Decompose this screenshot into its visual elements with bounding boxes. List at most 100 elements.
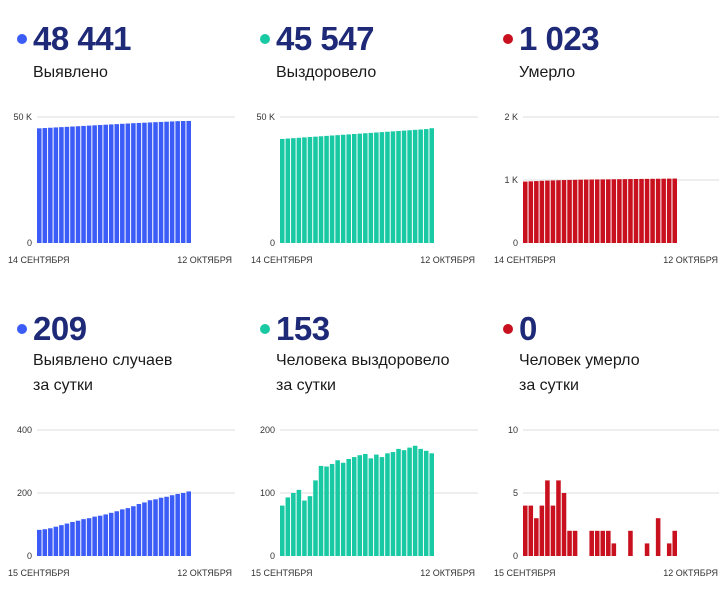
bar	[318, 136, 324, 243]
bar	[340, 462, 346, 556]
bar	[418, 448, 423, 556]
bar	[578, 179, 583, 243]
confirmed-total-chart: 0 50 K 14 СЕНТЯБРЯ 12 ОКТЯБРЯ	[8, 112, 235, 265]
panel-recovered-daily: 153 Человека выздоровело за сутки 0 100 20…	[243, 296, 478, 586]
x-end-label: 12 ОКТЯБРЯ	[177, 255, 232, 265]
bar	[583, 179, 589, 243]
deaths-daily-value: 0	[519, 310, 537, 347]
bar	[550, 505, 556, 556]
legend-dot-icon	[503, 34, 513, 44]
bar	[329, 464, 335, 556]
bar	[534, 181, 539, 243]
bar	[528, 505, 534, 556]
bar	[186, 491, 191, 556]
bar	[186, 120, 191, 243]
bar	[390, 452, 396, 556]
bar	[379, 132, 385, 243]
x-end-label: 12 ОКТЯБРЯ	[420, 568, 475, 578]
deaths-daily-label-line2: за сутки	[519, 377, 579, 394]
bar	[351, 457, 357, 556]
legend-dot-icon	[17, 324, 27, 334]
bar	[125, 508, 131, 556]
y-tick-label: 0	[513, 551, 518, 561]
bar	[175, 121, 180, 243]
bar	[103, 514, 108, 556]
bar	[351, 134, 357, 243]
bar	[600, 179, 606, 243]
deaths-daily-label-line1: Человек умерло	[519, 352, 640, 369]
bar	[180, 493, 186, 556]
recovered-daily-label-line2: за сутки	[276, 377, 336, 394]
bar	[307, 496, 313, 556]
panel-confirmed-daily: 209 Выявлено случаев за сутки 0 200 400 15 …	[0, 296, 235, 586]
bar	[48, 528, 53, 556]
bar	[600, 530, 606, 556]
bar	[136, 504, 142, 556]
bar	[153, 499, 158, 556]
bar	[313, 480, 318, 556]
confirmed-daily-chart: 0 200 400 15 СЕНТЯБРЯ 12 ОКТЯБРЯ	[8, 425, 235, 578]
bar	[48, 127, 53, 243]
bar	[572, 530, 578, 556]
bar	[142, 502, 147, 556]
bar	[75, 520, 81, 556]
bar	[97, 515, 103, 556]
x-end-label: 12 ОКТЯБРЯ	[663, 568, 718, 578]
bar	[374, 132, 379, 243]
bar	[363, 453, 368, 556]
x-start-label: 14 СЕНТЯБРЯ	[251, 255, 313, 265]
bar	[280, 138, 285, 243]
bar	[335, 135, 340, 243]
confirmed-total-label: Выявлено	[33, 64, 108, 81]
bar	[42, 128, 48, 243]
bar	[418, 129, 423, 243]
y-tick-label: 400	[17, 425, 32, 435]
bar	[37, 529, 42, 556]
bar	[545, 480, 550, 556]
bar	[92, 125, 97, 243]
recovered-total-chart: 0 50 K 14 СЕНТЯБРЯ 12 ОКТЯБРЯ	[251, 112, 478, 265]
x-end-label: 12 ОКТЯБРЯ	[663, 255, 718, 265]
bar	[357, 455, 363, 556]
bar	[346, 458, 351, 556]
bar	[639, 178, 644, 243]
bar	[307, 137, 313, 243]
y-tick-label: 1 K	[504, 175, 518, 185]
x-start-label: 14 СЕНТЯБРЯ	[8, 255, 70, 265]
bar	[412, 129, 418, 243]
bar	[81, 125, 86, 243]
bar	[285, 497, 291, 556]
bar	[594, 530, 600, 556]
bar	[539, 505, 545, 556]
bar	[164, 121, 169, 243]
bar	[401, 130, 407, 243]
bar	[523, 181, 528, 243]
bar	[672, 530, 677, 556]
bar	[368, 458, 374, 556]
confirmed-daily-label-line2: за сутки	[33, 377, 93, 394]
y-tick-label: 50 K	[13, 112, 32, 122]
deaths-daily-chart: 0 5 10 15 СЕНТЯБРЯ 12 ОКТЯБРЯ	[494, 425, 719, 578]
bar	[81, 519, 86, 556]
bar	[633, 178, 639, 243]
bar	[589, 179, 594, 243]
bar	[120, 509, 125, 556]
bar	[120, 123, 125, 243]
bar	[401, 450, 407, 556]
bar	[291, 138, 296, 243]
y-tick-label: 0	[513, 238, 518, 248]
bar	[666, 178, 672, 243]
bar	[672, 178, 677, 243]
x-start-label: 15 СЕНТЯБРЯ	[251, 568, 313, 578]
bar	[86, 125, 92, 243]
bar	[114, 511, 120, 556]
y-tick-label: 200	[260, 425, 275, 435]
bar	[313, 136, 318, 243]
bar	[64, 523, 70, 556]
bar	[59, 127, 64, 243]
x-start-label: 14 СЕНТЯБРЯ	[494, 255, 556, 265]
bar	[385, 453, 390, 556]
bar	[169, 495, 175, 556]
bar	[545, 180, 550, 243]
x-start-label: 15 СЕНТЯБРЯ	[494, 568, 556, 578]
